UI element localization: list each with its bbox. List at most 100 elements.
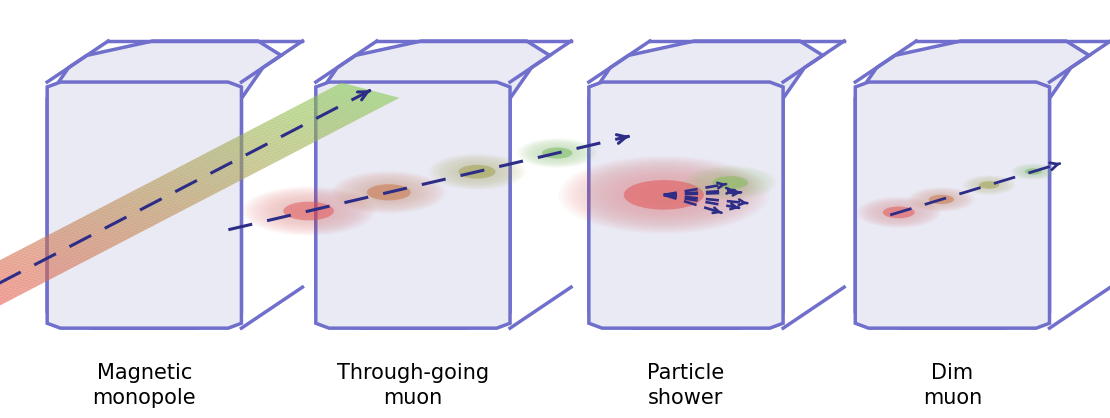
Polygon shape (855, 82, 1050, 328)
Polygon shape (325, 89, 386, 107)
Polygon shape (305, 100, 366, 117)
Polygon shape (218, 145, 279, 162)
Circle shape (542, 148, 573, 159)
Polygon shape (238, 135, 300, 152)
Polygon shape (168, 171, 229, 188)
Polygon shape (274, 116, 336, 133)
Polygon shape (251, 128, 313, 145)
Polygon shape (204, 152, 265, 169)
Circle shape (929, 195, 953, 204)
Polygon shape (81, 217, 142, 233)
Polygon shape (154, 178, 215, 195)
Polygon shape (588, 82, 784, 328)
Polygon shape (94, 209, 155, 227)
Polygon shape (44, 235, 105, 252)
Polygon shape (108, 202, 169, 219)
Polygon shape (0, 260, 59, 277)
Polygon shape (4, 256, 65, 273)
Polygon shape (271, 117, 333, 134)
Polygon shape (148, 182, 209, 199)
Polygon shape (284, 110, 346, 127)
Polygon shape (88, 213, 149, 230)
Polygon shape (174, 168, 235, 185)
Polygon shape (295, 105, 356, 122)
Polygon shape (244, 131, 306, 148)
Polygon shape (138, 187, 199, 204)
Polygon shape (14, 251, 75, 268)
Polygon shape (71, 222, 132, 239)
Polygon shape (34, 241, 95, 257)
Polygon shape (0, 289, 2, 306)
Polygon shape (0, 286, 9, 303)
Polygon shape (134, 189, 195, 206)
Polygon shape (0, 272, 36, 289)
Circle shape (713, 176, 748, 189)
Text: Particle
shower: Particle shower (647, 363, 725, 408)
Polygon shape (258, 124, 320, 141)
Polygon shape (234, 136, 296, 153)
Polygon shape (118, 197, 179, 214)
Polygon shape (0, 267, 46, 284)
Polygon shape (268, 119, 330, 136)
Polygon shape (332, 86, 393, 103)
Polygon shape (78, 218, 139, 235)
Circle shape (458, 165, 495, 178)
Polygon shape (312, 97, 373, 113)
Polygon shape (28, 244, 89, 261)
Polygon shape (38, 239, 99, 256)
Polygon shape (144, 184, 205, 200)
Polygon shape (0, 274, 32, 291)
Polygon shape (84, 214, 145, 232)
Text: Dim
muon: Dim muon (922, 363, 982, 408)
Polygon shape (104, 204, 165, 221)
Polygon shape (0, 279, 22, 296)
Polygon shape (191, 159, 252, 176)
Circle shape (366, 184, 411, 200)
Polygon shape (302, 102, 363, 119)
Polygon shape (181, 164, 242, 181)
Polygon shape (0, 262, 56, 278)
Polygon shape (11, 253, 72, 270)
Polygon shape (231, 138, 292, 155)
Polygon shape (254, 126, 316, 143)
Polygon shape (58, 229, 119, 245)
Polygon shape (124, 194, 185, 211)
Polygon shape (241, 133, 303, 150)
Polygon shape (21, 247, 82, 265)
Polygon shape (228, 140, 289, 157)
Polygon shape (289, 109, 350, 126)
Polygon shape (184, 163, 245, 179)
Polygon shape (8, 255, 69, 272)
Polygon shape (64, 225, 125, 242)
Polygon shape (322, 91, 383, 108)
Polygon shape (292, 107, 353, 124)
Polygon shape (329, 88, 390, 105)
Polygon shape (0, 268, 42, 285)
Polygon shape (188, 161, 249, 178)
Polygon shape (264, 121, 326, 138)
Polygon shape (178, 166, 239, 183)
Polygon shape (51, 232, 112, 249)
Polygon shape (211, 149, 272, 166)
Polygon shape (221, 143, 282, 161)
Polygon shape (48, 234, 109, 251)
Circle shape (1025, 168, 1042, 175)
Polygon shape (74, 220, 135, 237)
Polygon shape (18, 250, 79, 266)
Polygon shape (281, 112, 343, 129)
Polygon shape (1, 258, 62, 275)
Polygon shape (194, 157, 255, 174)
Polygon shape (0, 275, 29, 292)
Polygon shape (315, 95, 376, 112)
Polygon shape (141, 185, 202, 202)
Polygon shape (0, 284, 12, 301)
Polygon shape (315, 41, 549, 328)
Polygon shape (68, 223, 129, 240)
Polygon shape (121, 196, 182, 212)
Polygon shape (0, 288, 6, 304)
Polygon shape (319, 93, 380, 110)
Polygon shape (299, 104, 360, 120)
Circle shape (624, 180, 704, 210)
Polygon shape (214, 147, 275, 164)
Polygon shape (101, 206, 162, 223)
